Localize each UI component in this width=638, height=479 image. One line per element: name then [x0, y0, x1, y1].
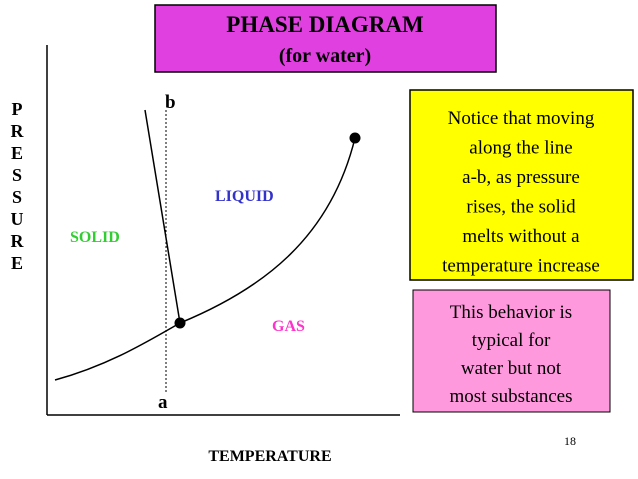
title-box: [154, 4, 497, 73]
solid-label: SOLID: [70, 229, 120, 246]
point-b: b: [165, 92, 176, 113]
subtitle: (for water): [279, 45, 371, 67]
vapor-curve: [54, 137, 356, 381]
note-line: rises, the solid: [466, 197, 576, 218]
note-line: temperature increase: [442, 256, 600, 277]
note-line: This behavior is: [450, 302, 572, 323]
note-box: [409, 89, 634, 281]
x-label: TEMPERATURE: [208, 448, 331, 465]
note-line: most substances: [450, 386, 573, 407]
critical-point: [349, 132, 361, 144]
note-line: water but not: [461, 358, 562, 379]
fusion-line: [144, 109, 181, 324]
notes: Notice that moving along the line a-b, as …: [442, 108, 600, 407]
y-label: PRESSURE: [10, 99, 24, 273]
gas-label: GAS: [272, 318, 305, 335]
note-line: typical for: [472, 330, 551, 351]
page-number: 18: [564, 434, 576, 448]
note-line: a-b, as pressure: [462, 167, 580, 188]
title: PHASE DIAGRAM: [226, 12, 424, 37]
note-box: [412, 289, 611, 413]
note-line: Notice that moving: [448, 108, 595, 129]
note-line: along the line: [469, 138, 572, 159]
note-line: melts without a: [462, 226, 580, 247]
point-a: a: [158, 392, 168, 413]
liquid-label: LIQUID: [215, 188, 274, 205]
triple-point: [174, 317, 186, 329]
